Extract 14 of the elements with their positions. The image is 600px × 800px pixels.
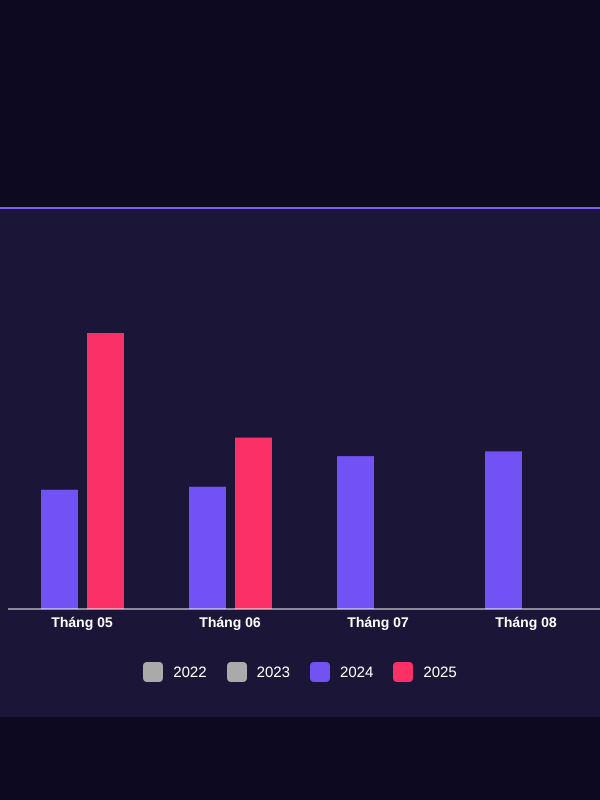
legend-label: 2023: [256, 664, 290, 680]
bar: [189, 486, 226, 609]
x-tick-label: Tháng 05: [51, 614, 113, 630]
legend-label: 2024: [340, 664, 374, 680]
x-tick-label: Tháng 06: [199, 614, 261, 630]
bar: [235, 438, 272, 609]
bar: [337, 456, 374, 609]
x-tick-label: Tháng 07: [347, 614, 409, 630]
bar: [485, 451, 522, 609]
legend-label: 2022: [173, 664, 207, 680]
bar: [87, 333, 124, 609]
x-tick-label: Tháng 08: [495, 614, 557, 630]
bar: [41, 490, 78, 609]
legend-label: 2025: [423, 664, 457, 680]
